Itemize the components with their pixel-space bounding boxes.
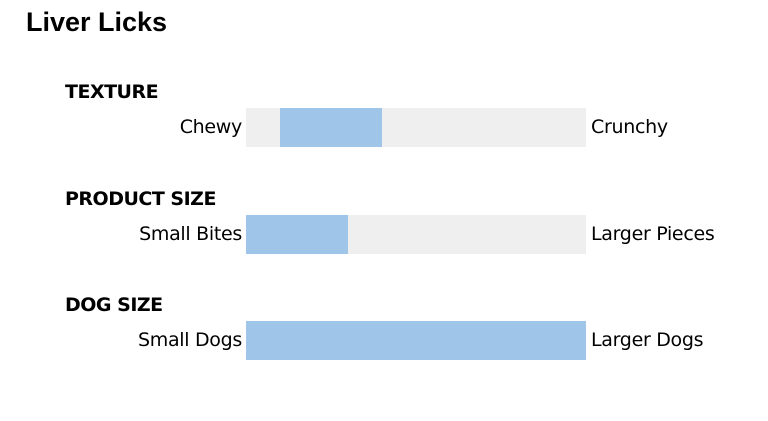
scale-heading: DOG SIZE bbox=[65, 294, 163, 316]
scale-heading: PRODUCT SIZE bbox=[65, 188, 216, 210]
scale-right-label: Crunchy bbox=[591, 116, 668, 138]
scale-fill bbox=[280, 108, 382, 147]
scale-left-label: Chewy bbox=[179, 116, 243, 138]
texture-scale: TEXTURE Chewy Crunchy bbox=[0, 80, 768, 150]
scale-left-label: Small Dogs bbox=[137, 329, 242, 351]
scale-track bbox=[246, 215, 586, 254]
scale-heading: TEXTURE bbox=[65, 81, 159, 103]
dog-size-scale: DOG SIZE Small Dogs Larger Dogs bbox=[0, 293, 768, 363]
product-size-scale: PRODUCT SIZE Small Bites Larger Pieces bbox=[0, 187, 768, 257]
scale-left-label: Small Bites bbox=[139, 223, 242, 245]
scale-track bbox=[246, 108, 586, 147]
scale-track bbox=[246, 321, 586, 360]
page-title: Liver Licks bbox=[26, 7, 168, 37]
scale-right-label: Larger Pieces bbox=[591, 223, 715, 245]
scale-fill bbox=[246, 215, 348, 254]
scale-fill bbox=[246, 321, 586, 360]
scale-right-label: Larger Dogs bbox=[591, 329, 704, 351]
